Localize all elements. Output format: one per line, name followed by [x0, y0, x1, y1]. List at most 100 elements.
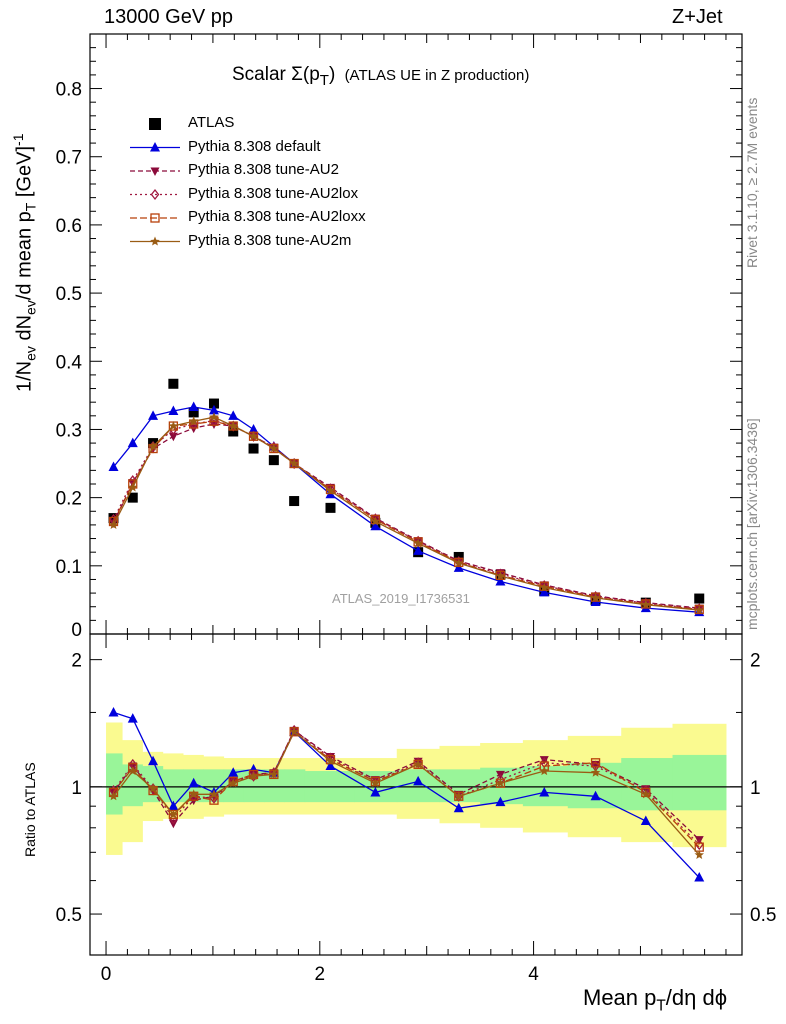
data-point	[128, 482, 138, 492]
ratio-point	[413, 759, 423, 769]
ratio-band-inner	[621, 758, 674, 811]
ratio-point	[168, 809, 179, 819]
ratio-point	[188, 777, 199, 788]
ratio-point	[370, 778, 381, 788]
ratio-point	[495, 796, 506, 807]
y-tick-label: 0.7	[56, 148, 82, 169]
data-point	[209, 412, 219, 422]
data-point	[148, 410, 159, 420]
ratio-point	[590, 767, 601, 777]
data-point	[168, 432, 178, 442]
ratio-point	[454, 791, 464, 801]
ratio-point	[108, 706, 119, 717]
ratio-point	[269, 769, 279, 779]
data-point	[108, 461, 119, 471]
ratio-point	[127, 713, 138, 723]
axis-ticks: 0 0.1 0.2 0.3 0.4 0.5 0.6 0.7 0.8 0 2 4 0.5 0.5 1 1 2 2	[56, 34, 776, 985]
ratio-point	[325, 760, 336, 771]
data-point	[188, 401, 199, 411]
ratio-band-inner	[162, 769, 184, 803]
legend-marker	[150, 213, 160, 223]
y-tick-label: 0.4	[56, 352, 83, 373]
ratio-band-inner	[396, 769, 441, 803]
ratio-point	[128, 766, 138, 776]
data-point	[289, 496, 300, 507]
data-point	[590, 592, 601, 602]
data-point	[168, 378, 179, 389]
ratio-point	[539, 786, 550, 797]
ratio-band-inner	[284, 769, 306, 803]
data-point	[370, 520, 381, 531]
data-point	[539, 586, 550, 597]
series-line	[112, 423, 700, 609]
ratio-uncertainty-bands	[90, 722, 742, 855]
ratio-point	[640, 815, 651, 826]
x-tick-label: 0	[101, 964, 112, 985]
ratio-point	[168, 800, 179, 811]
ratio-point	[539, 756, 549, 765]
ratio-point	[370, 786, 381, 797]
x-tick-label: 2	[315, 964, 326, 985]
ratio-point	[694, 872, 705, 882]
legend-entry: Pythia 8.308 tune-AU2loxx	[188, 208, 366, 225]
data-point	[228, 410, 239, 420]
legend	[130, 118, 180, 246]
ratio-y-tick-label-right: 0.5	[750, 905, 776, 926]
data-point	[694, 593, 705, 604]
ratio-point	[289, 724, 299, 736]
series-line	[112, 420, 700, 611]
legend-entry: ATLAS	[188, 114, 235, 131]
data-point	[269, 443, 279, 453]
ratio-point	[641, 789, 651, 799]
ratio-y-tick-label: 0.5	[56, 905, 82, 926]
series-line	[112, 419, 700, 610]
process-label: Z+Jet	[672, 6, 723, 28]
ratio-point	[590, 758, 601, 768]
ratio-point	[453, 802, 464, 813]
data-point	[248, 431, 259, 441]
data-point	[325, 485, 336, 495]
data-point	[208, 404, 219, 415]
legend-entry: Pythia 8.308 tune-AU2lox	[188, 184, 359, 202]
data-point	[228, 421, 238, 431]
series-line	[112, 406, 700, 613]
ratio-point	[325, 756, 336, 766]
data-point	[413, 538, 423, 548]
data-point	[188, 407, 199, 418]
data-point	[641, 599, 651, 609]
legend-entry: Pythia 8.308 tune-AU2m	[188, 231, 352, 249]
legend-marker	[150, 188, 160, 201]
data-point	[168, 405, 179, 416]
data-point	[248, 443, 259, 454]
ratio-y-tick-label-right: 1	[750, 778, 761, 799]
ratio-point	[228, 778, 238, 788]
plot-title: Scalar Σ(pT) (ATLAS UE in Z production)	[232, 64, 530, 89]
data-point	[495, 571, 506, 581]
data-point	[495, 576, 506, 586]
data-point	[208, 398, 219, 409]
ratio-y-tick-label-right: 2	[750, 651, 761, 672]
ratio-point	[325, 754, 336, 765]
ratio-point	[209, 789, 219, 799]
data-point	[539, 582, 549, 592]
ratio-point	[590, 790, 601, 801]
ratio-point	[148, 783, 158, 793]
data-point	[694, 605, 704, 615]
main-panel-curves	[108, 378, 705, 617]
x-tick-label: 4	[528, 964, 539, 985]
ratio-y-axis-label: Ratio to ATLAS	[22, 762, 38, 857]
ratio-band-inner	[672, 754, 727, 811]
data-point	[413, 545, 424, 555]
data-point	[269, 441, 279, 453]
y-tick-label: 0.2	[56, 489, 82, 510]
y-tick-label: 0.1	[56, 557, 82, 578]
ratio-point	[108, 791, 119, 801]
data-point	[127, 437, 138, 448]
data-point	[370, 516, 381, 526]
ratio-point	[269, 767, 279, 779]
y-tick-label: 0.3	[56, 420, 82, 441]
ratio-y-tick-label: 1	[71, 778, 82, 799]
legend-marker	[150, 167, 160, 176]
ratio-panel-frame	[89, 633, 743, 956]
